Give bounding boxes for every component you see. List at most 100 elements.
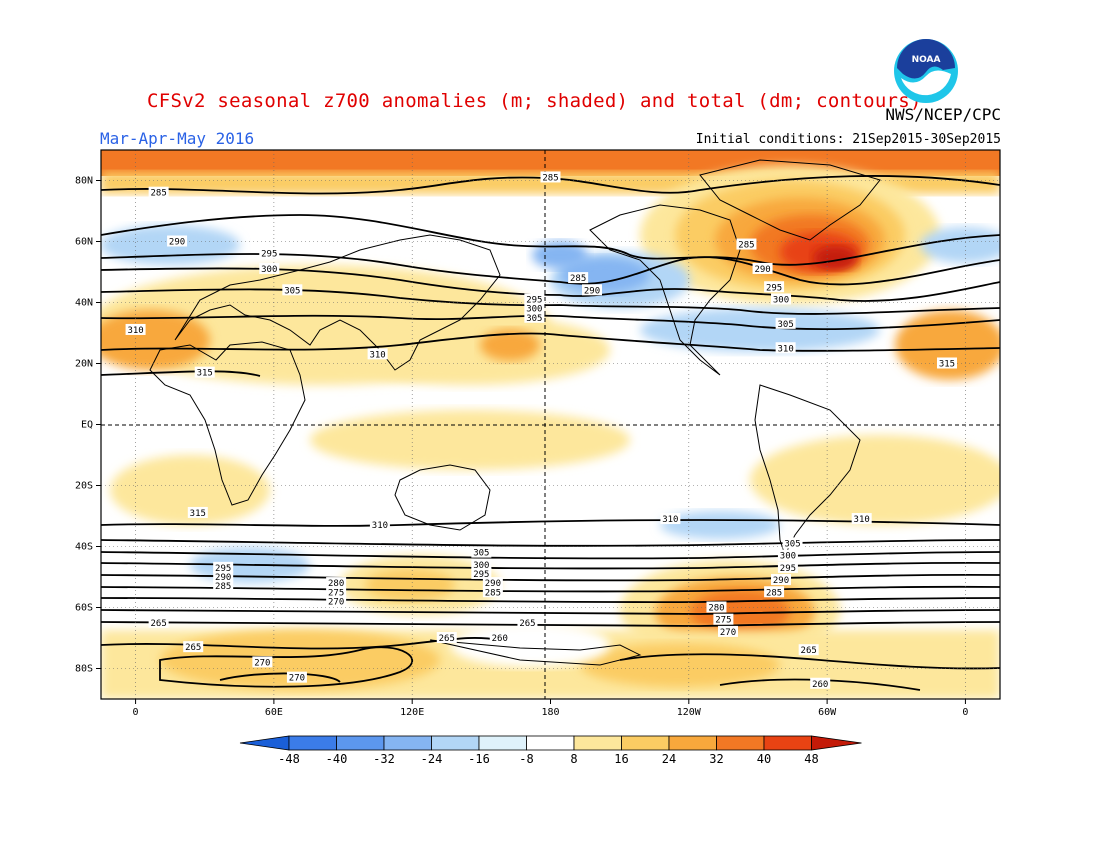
contour-line — [101, 214, 1000, 266]
height-contours — [101, 175, 1000, 691]
contour-label: 310 — [127, 326, 143, 336]
colorbar-label: -8 — [519, 752, 533, 766]
anomaly-region — [660, 511, 780, 539]
contour-label-bg — [213, 571, 234, 582]
colorbar-swatch — [288, 735, 337, 751]
anomaly-region — [160, 630, 440, 690]
anomaly-region — [750, 435, 1000, 525]
contour-line — [101, 314, 1000, 331]
coastline-eurasia — [174, 234, 501, 371]
contour-label-bg — [183, 641, 204, 653]
contour-label: 275 — [715, 616, 731, 626]
contour-label: 310 — [662, 515, 678, 525]
contour-label-bg — [660, 513, 681, 525]
contour-label: 265 — [150, 619, 166, 629]
contour-label-bg — [524, 311, 545, 323]
contour-label-bg — [524, 293, 545, 305]
contour-line — [101, 288, 1000, 315]
contour-label: 270 — [254, 658, 270, 668]
contour-line — [101, 637, 501, 650]
contour-label-bg — [764, 586, 785, 598]
contour-label-bg — [213, 561, 234, 573]
contour-line — [101, 561, 1000, 570]
colorbar-label: 40 — [757, 752, 771, 766]
contour-label: 295 — [261, 250, 277, 260]
contour-label: 305 — [473, 549, 489, 559]
anomaly-region — [480, 329, 540, 361]
colorbar-swatch — [336, 735, 385, 751]
noaa-logo-text: NOAA — [912, 55, 941, 65]
contour-label-bg — [148, 616, 169, 628]
contour-label: 290 — [215, 573, 231, 583]
lon-tick-label: 0 — [962, 707, 968, 718]
coastline-antarctica — [429, 639, 642, 666]
colorbar-label: 8 — [570, 752, 577, 766]
contour-label-bg — [436, 632, 457, 643]
contour-label-bg — [764, 281, 785, 293]
contour-label: 285 — [542, 173, 558, 183]
contour-label-bg — [713, 613, 734, 625]
contour-label: 270 — [328, 597, 344, 607]
contour-label: 310 — [372, 521, 388, 531]
contour-label: 315 — [197, 369, 213, 379]
contour-label: 315 — [190, 509, 206, 519]
latitude-axis: 80N 60N 40N 20N EQ 20S 40S 60S 80S — [75, 176, 101, 675]
contour-label-bg — [798, 644, 819, 656]
colorbar-label: 32 — [709, 752, 723, 766]
contour-label: 265 — [519, 619, 535, 629]
contour-label: 305 — [284, 286, 300, 296]
contour-label: 300 — [473, 561, 489, 571]
contour-label-bg — [194, 366, 215, 378]
colorbar-swatch — [668, 735, 717, 751]
contour-label: 305 — [777, 320, 793, 330]
agency-label: NWS/NCEP/CPC — [885, 105, 1001, 124]
coastlines — [149, 159, 881, 666]
noaa-logo: NOAA — [894, 39, 958, 103]
contour-label: 300 — [780, 552, 796, 562]
contour-label-bg — [851, 513, 872, 525]
colorbar-swatch — [763, 735, 812, 751]
colorbar-swatch — [716, 735, 765, 751]
colorbar-arrow-left — [239, 735, 290, 751]
contour-label-bg — [736, 238, 757, 250]
contour-label-bg — [489, 632, 510, 643]
anomaly-region — [532, 241, 588, 269]
contour-label-bg — [125, 323, 146, 335]
contour-label-bg — [326, 577, 347, 589]
lat-tick-label: 40S — [75, 542, 93, 553]
lon-tick-label: 120W — [677, 707, 702, 718]
contour-label-bg — [367, 348, 388, 360]
contour-label-bg — [936, 357, 957, 369]
lon-tick-label: 120E — [400, 707, 424, 718]
contour-label: 285 — [150, 189, 166, 199]
contour-line — [101, 332, 1000, 352]
contour-label-bg — [326, 586, 347, 598]
lon-tick-label: 60W — [818, 707, 837, 718]
contour-label: 310 — [777, 344, 793, 354]
contour-label: 315 — [939, 360, 955, 370]
contour-label: 310 — [854, 515, 870, 525]
contour-label-bg — [471, 546, 492, 558]
colorbar: -48 -40 -32 -24 -16 -8 8 16 24 32 40 48 — [239, 735, 862, 766]
colorbar-swatch — [431, 735, 480, 751]
anomaly-region — [365, 569, 455, 601]
coastline-greenland — [699, 159, 881, 241]
contour-label: 285 — [766, 588, 782, 598]
forecast-period: Mar-Apr-May 2016 — [100, 129, 255, 148]
contour-label: 280 — [708, 604, 724, 614]
contour-label-bg — [282, 284, 303, 296]
contour-label-bg — [252, 656, 273, 668]
contour-labels: 2852902953003053103153102852852902953003… — [125, 171, 957, 690]
contour-label-bg — [148, 186, 169, 198]
contour-label: 295 — [215, 564, 231, 574]
contour-label: 290 — [754, 265, 770, 275]
contour-label: 310 — [369, 350, 385, 360]
contour-label-bg — [482, 586, 503, 598]
anomaly-region — [310, 410, 630, 470]
contour-label-bg — [471, 558, 492, 570]
contour-label: 300 — [773, 295, 789, 305]
contour-line — [101, 585, 1000, 593]
contour-label-bg — [259, 247, 280, 259]
contour-label-bg — [568, 272, 589, 284]
